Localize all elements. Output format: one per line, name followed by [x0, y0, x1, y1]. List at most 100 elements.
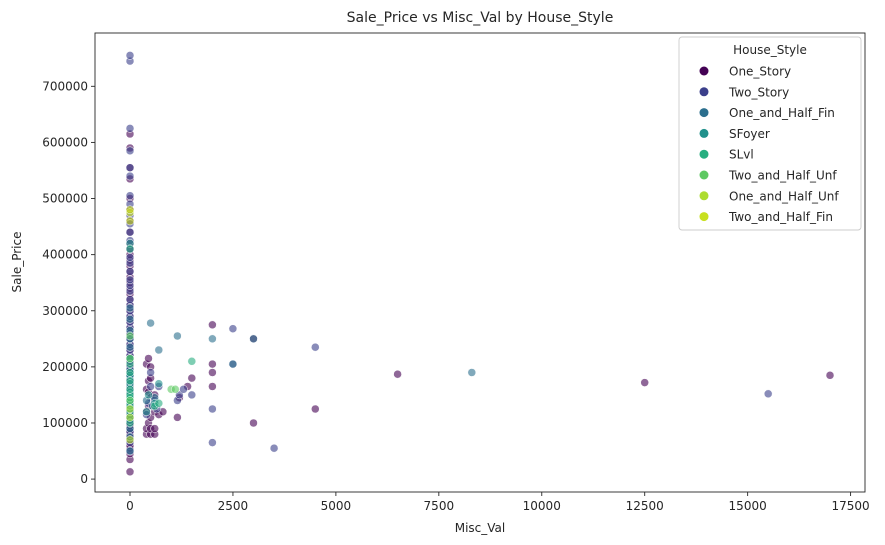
data-point-one-and-half-unf	[125, 404, 135, 414]
y-tick-label: 700000	[42, 79, 88, 93]
data-point-one-story	[640, 378, 649, 387]
legend-title: House_Style	[733, 43, 807, 57]
data-point-one-story	[208, 368, 217, 377]
data-point-two-and-half-unf	[125, 396, 135, 405]
x-tick-label: 5000	[321, 499, 352, 513]
x-tick-label: 15000	[729, 499, 767, 513]
data-point-one-and-half-fin	[208, 334, 217, 344]
data-point-one-and-half-fin	[125, 342, 135, 352]
data-point-one-story	[208, 382, 217, 391]
data-point-one-and-half-fin	[467, 368, 477, 377]
legend-marker-sfoyer	[699, 128, 709, 138]
data-point-slvl	[187, 357, 197, 366]
data-point-one-story	[311, 404, 320, 414]
data-point-two-story	[208, 404, 217, 414]
data-point-two-story	[125, 191, 135, 200]
legend-frame	[678, 36, 862, 231]
data-point-one-story	[208, 320, 217, 330]
data-point-two-story	[179, 385, 188, 394]
y-tick-label: 500000	[42, 192, 88, 206]
data-point-one-story	[144, 354, 153, 363]
legend-marker-one-and-half-unf	[699, 191, 709, 201]
legend-marker-one-story	[699, 66, 709, 76]
data-point-two-story	[125, 124, 135, 133]
data-point-two-story	[311, 342, 320, 352]
data-point-one-story	[825, 371, 835, 380]
data-point-one-story	[249, 418, 258, 428]
data-point-two-story	[125, 227, 135, 237]
legend-marker-two-and-half-fin	[699, 212, 709, 222]
legend-label-two-and-half-unf: Two_and_Half_Unf	[728, 169, 837, 183]
data-point-two-story	[125, 253, 135, 262]
data-point-slvl	[125, 385, 135, 394]
y-tick-label: 200000	[42, 360, 88, 374]
data-point-two-story	[125, 275, 135, 285]
data-point-two-story	[125, 171, 135, 181]
data-point-one-story	[125, 467, 135, 477]
data-point-one-and-half-fin	[146, 318, 155, 328]
x-tick-label: 7500	[424, 499, 455, 513]
legend-label-one-and-half-unf: One_and_Half_Unf	[729, 189, 839, 203]
data-point-two-and-half-unf	[125, 354, 135, 363]
points-layer	[125, 51, 835, 477]
data-point-two-story	[125, 295, 135, 304]
data-point-one-and-half-unf	[125, 413, 135, 422]
data-point-slvl	[154, 399, 164, 408]
data-point-one-and-half-fin	[249, 334, 258, 344]
data-point-one-and-half-fin	[154, 345, 164, 355]
legend-items: One_Story Two_Story One_and_Half_Fin SFoyer…	[699, 65, 839, 224]
legend-label-two-and-half-fin: Two_and_Half_Fin	[728, 210, 833, 224]
legend-marker-two-story	[699, 87, 709, 97]
x-tick-label: 2500	[218, 499, 249, 513]
data-point-one-and-half-unf	[125, 435, 135, 445]
chart-title: Sale_Price vs Misc_Val by House_Style	[347, 10, 614, 26]
legend-marker-one-and-half-fin	[699, 108, 709, 118]
y-tick-label: 100000	[42, 416, 88, 430]
legend-label-two-story: Two_Story	[728, 85, 789, 99]
y-tick-label: 600000	[42, 135, 88, 149]
data-point-two-and-half-unf	[125, 331, 135, 341]
y-tick-label: 300000	[42, 304, 88, 318]
data-point-slvl	[125, 376, 135, 386]
data-point-two-story	[125, 267, 135, 276]
y-tick-label: 400000	[42, 248, 88, 262]
data-point-one-and-half-fin	[125, 314, 135, 324]
data-point-one-and-half-fin	[173, 331, 182, 341]
data-point-two-story	[146, 382, 155, 391]
legend-marker-two-and-half-unf	[699, 170, 709, 180]
data-point-two-story	[187, 390, 197, 400]
data-point-one-and-half-fin	[125, 303, 135, 313]
x-axis-label: Misc_Val	[455, 521, 506, 535]
data-point-one-story	[393, 369, 402, 379]
data-point-sfoyer	[154, 379, 164, 388]
data-point-two-story	[146, 368, 155, 377]
plot-frame	[94, 32, 866, 493]
legend-marker-slvl	[699, 149, 709, 159]
x-axis: 0 2500 5000 7500 10000 12500 15000 17500	[126, 492, 870, 513]
data-point-two-story	[208, 438, 217, 447]
data-point-two-and-half-unf	[171, 385, 180, 394]
data-point-one-and-half-fin	[228, 359, 238, 369]
data-point-slvl	[125, 244, 135, 254]
data-point-sfoyer	[142, 407, 151, 417]
data-point-two-story	[125, 163, 135, 172]
y-tick-label: 0	[80, 472, 88, 486]
data-point-one-and-half-fin	[125, 446, 135, 456]
data-point-slvl	[125, 368, 135, 377]
data-point-two-story	[763, 389, 773, 399]
legend: House_Style One_Story Two_Story One_and_Ha…	[678, 36, 862, 231]
legend-label-sfoyer: SFoyer	[729, 127, 770, 141]
x-tick-label: 17500	[831, 499, 869, 513]
data-point-two-and-half-fin	[125, 216, 135, 226]
data-point-two-story	[125, 51, 135, 60]
data-point-sfoyer	[144, 390, 153, 400]
data-point-two-and-half-fin	[125, 205, 135, 215]
x-tick-label: 10000	[523, 499, 561, 513]
legend-label-one-and-half-fin: One_and_Half_Fin	[729, 106, 835, 120]
x-tick-label: 0	[126, 499, 134, 513]
data-point-one-story	[187, 373, 197, 383]
data-point-one-story	[150, 424, 159, 433]
x-tick-label: 12500	[626, 499, 664, 513]
legend-label-slvl: SLvl	[729, 148, 754, 162]
